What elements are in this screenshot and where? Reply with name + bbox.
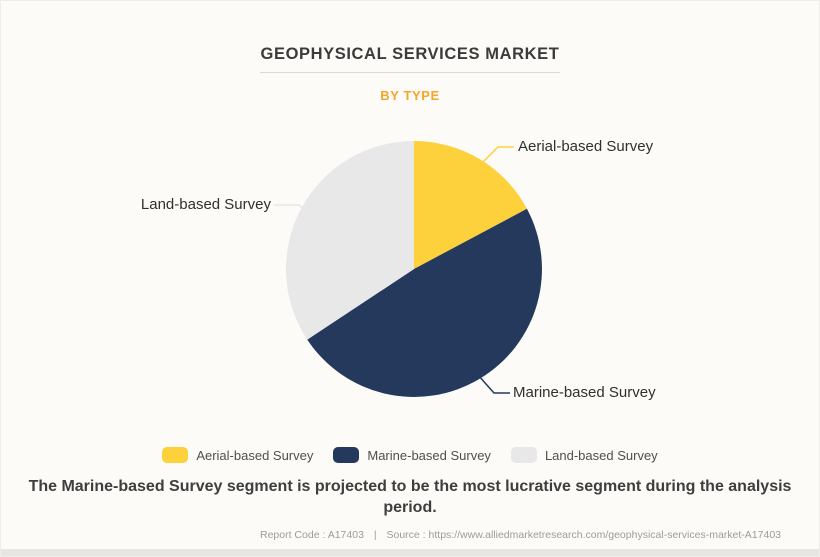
callout-label-marine: Marine-based Survey: [513, 384, 656, 401]
legend-label-aerial: Aerial-based Survey: [196, 447, 314, 463]
legend-item-land[interactable]: Land-based Survey: [510, 447, 658, 463]
chart-subtitle: BY TYPE: [380, 88, 440, 103]
pie-slice-aerial-based-survey[interactable]: [414, 141, 527, 269]
footer: Report Code : A17403 | Source : https://…: [260, 529, 781, 541]
footer-report-code: Report Code : A17403: [260, 529, 364, 541]
legend: Aerial-based Survey Marine-based Survey …: [1, 447, 819, 463]
pie-slice-land-based-survey[interactable]: [286, 141, 414, 340]
bottom-bar: [1, 549, 819, 556]
legend-label-land: Land-based Survey: [544, 447, 658, 463]
leader-line-land: [274, 204, 313, 217]
leader-line-marine: [477, 374, 510, 394]
pie-chart: [274, 141, 542, 397]
pie-slices-group: [286, 141, 542, 397]
chart-title: GEOPHYSICAL SERVICES MARKET: [260, 45, 560, 63]
legend-item-marine[interactable]: Marine-based Survey: [333, 447, 491, 463]
legend-swatch-land: [510, 447, 537, 463]
callout-label-land: Land-based Survey: [140, 196, 271, 213]
callout-label-aerial: Aerial-based Survey: [518, 138, 654, 155]
legend-swatch-marine: [333, 447, 360, 463]
footer-separator: |: [373, 529, 377, 541]
legend-swatch-aerial: [162, 447, 189, 463]
footer-source: Source : https://www.alliedmarketresearc…: [386, 529, 782, 541]
pie-slice-marine-based-survey[interactable]: [307, 208, 542, 397]
key-insight-statement: The Marine-based Survey segment is proje…: [28, 478, 792, 516]
title-divider: [260, 72, 560, 73]
leader-line-aerial: [481, 146, 514, 164]
legend-item-aerial[interactable]: Aerial-based Survey: [162, 447, 313, 463]
legend-label-marine: Marine-based Survey: [367, 447, 491, 463]
